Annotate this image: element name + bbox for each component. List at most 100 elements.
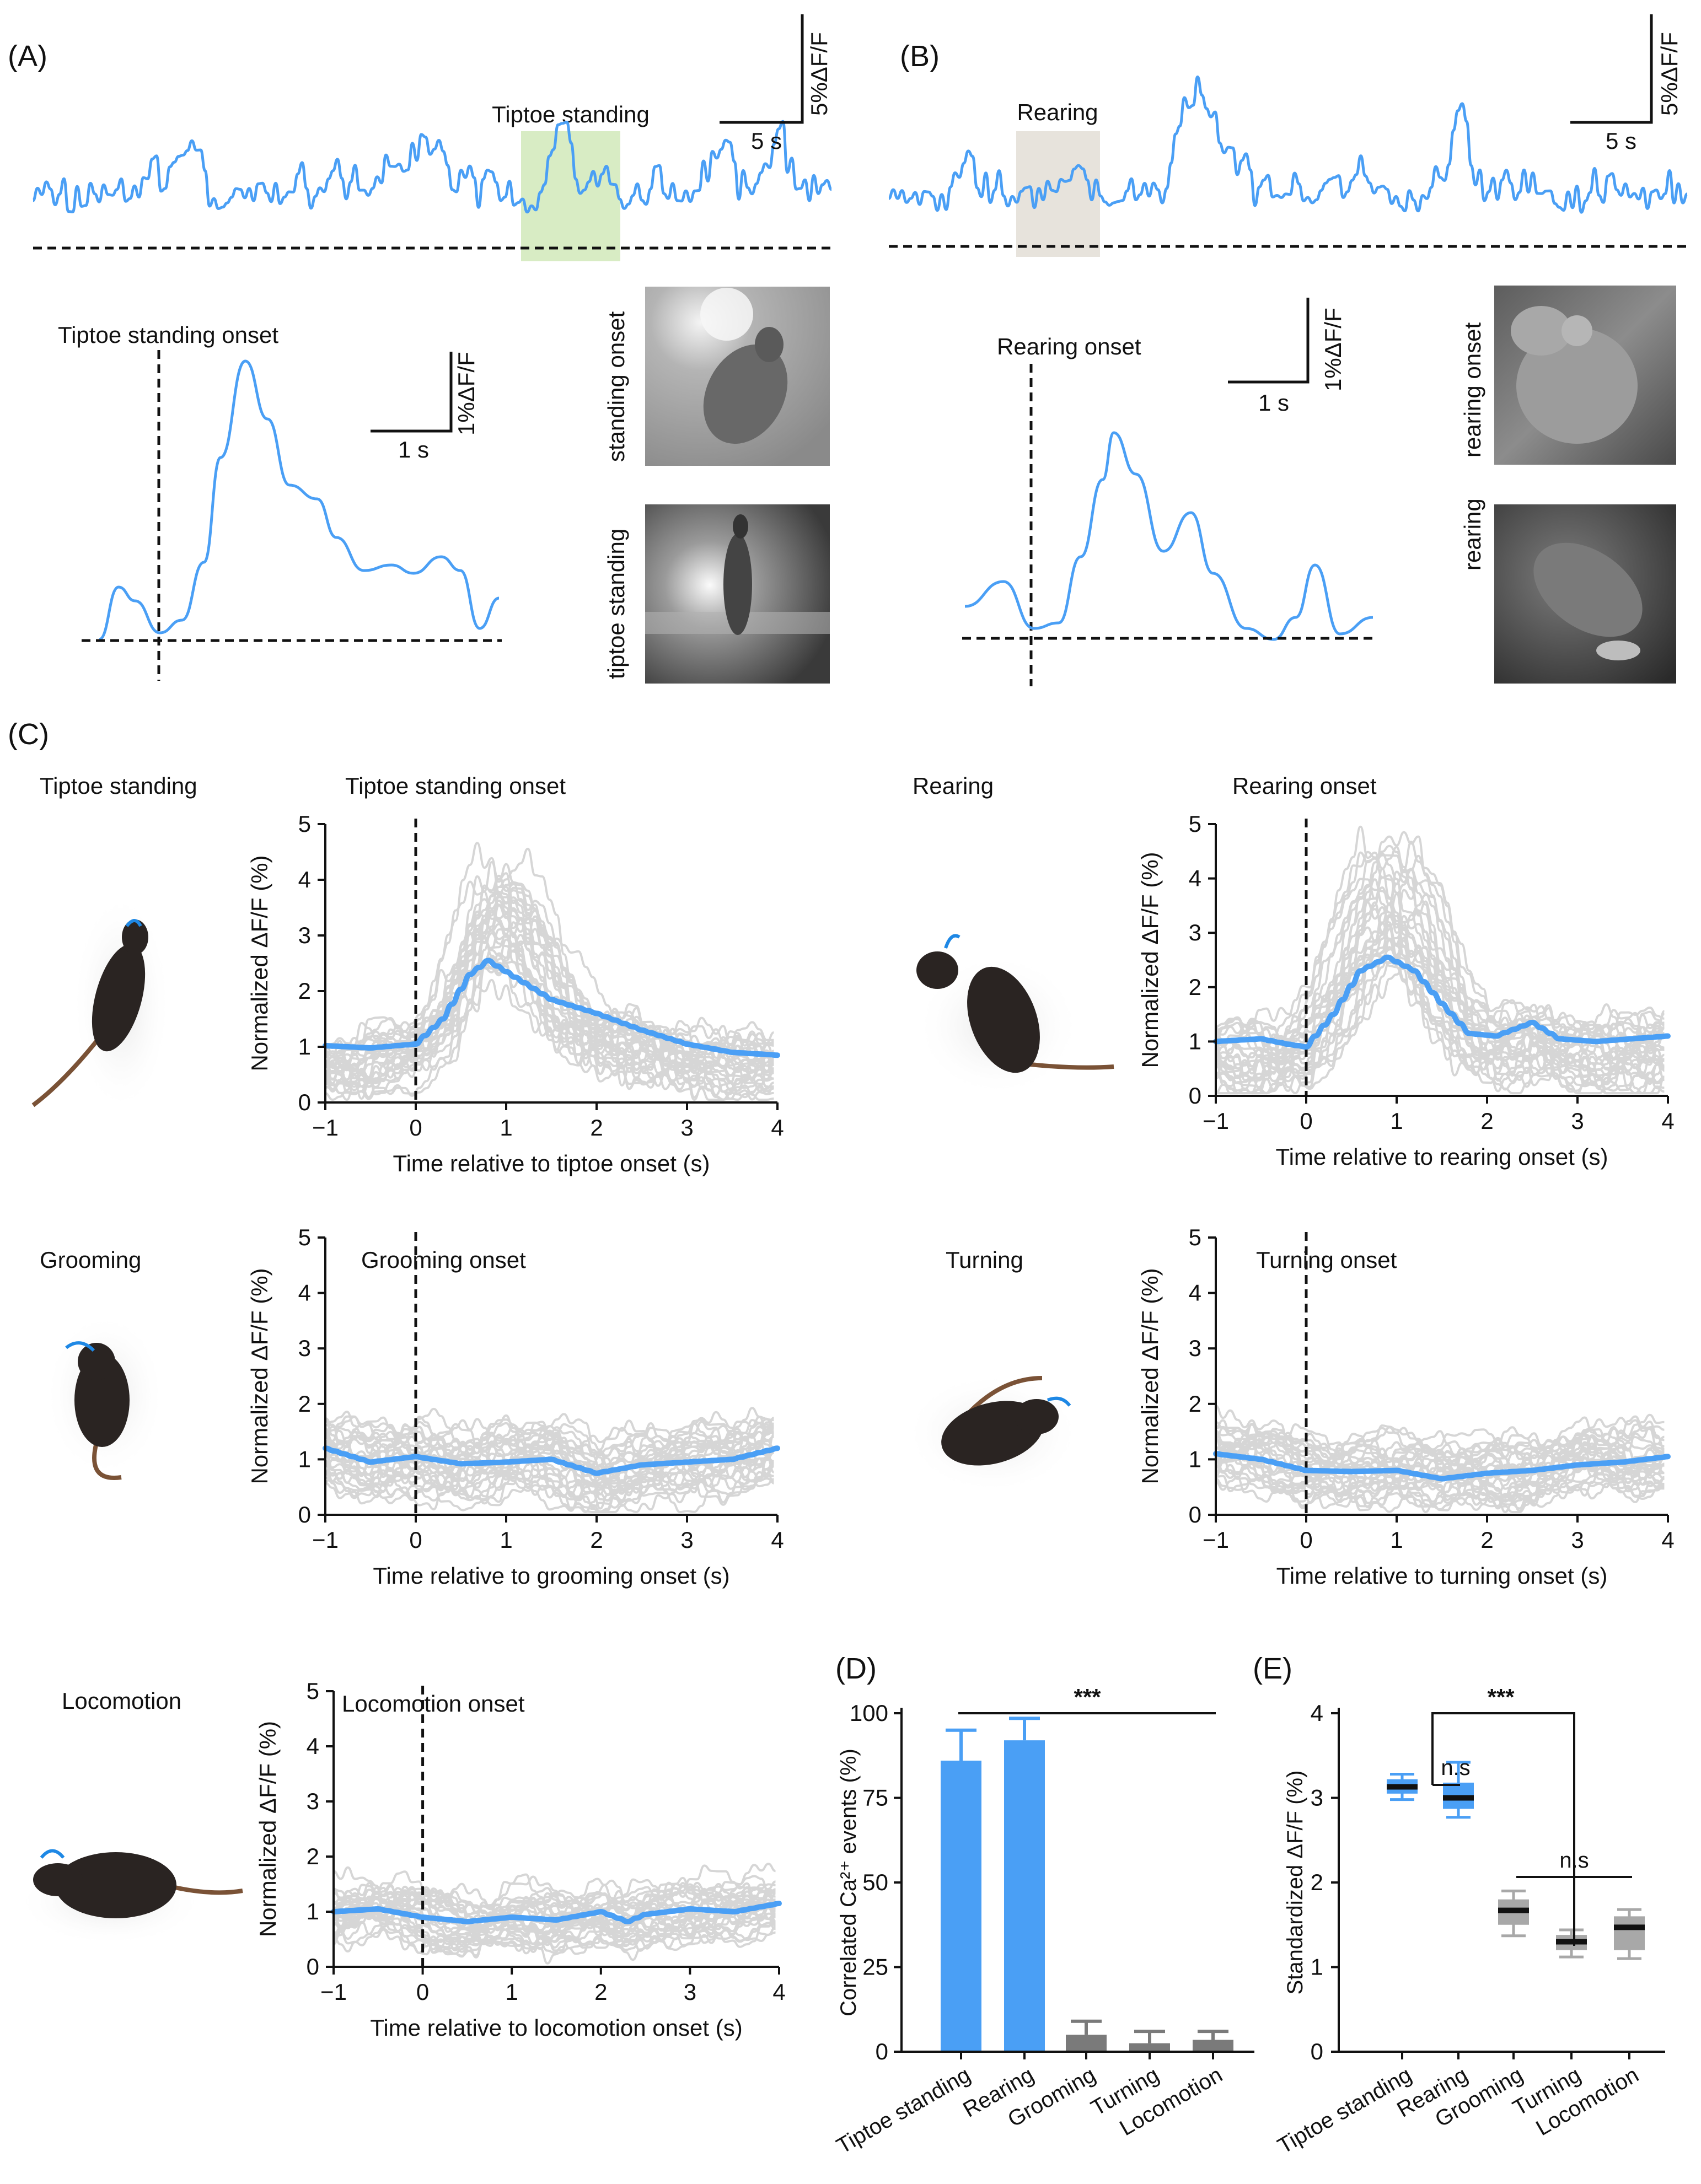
rearing-trial-line xyxy=(1215,851,1666,1079)
tiptoe-trial-line xyxy=(325,907,774,1089)
rearing-x-axis-label: Time relative to rearing onset (s) xyxy=(1276,1144,1608,1170)
grooming-mean-line xyxy=(323,1445,780,1476)
grooming-y-tick-label: 0 xyxy=(298,1502,311,1527)
turning-y-tick-label: 2 xyxy=(1189,1391,1201,1417)
tiptoe-standing-photo xyxy=(645,504,830,684)
panel-e-label: (E) xyxy=(1253,1652,1292,1685)
d-y-tick-label: 75 xyxy=(862,1785,888,1811)
d-y-axis-label: Correlated Ca²⁺ events (%) xyxy=(836,1749,861,2016)
turning-y-tick-label: 4 xyxy=(1189,1280,1201,1306)
rearing-y-tick-label: 0 xyxy=(1189,1083,1201,1109)
turning-trial-line xyxy=(1215,1415,1665,1502)
locomotion-y-tick-label: 3 xyxy=(307,1788,319,1814)
turning-trial-line xyxy=(1215,1437,1665,1514)
tiptoe-y-tick-label: 1 xyxy=(298,1034,311,1059)
rearing-photo xyxy=(1494,504,1676,684)
grooming-y-tick-label: 4 xyxy=(298,1280,311,1306)
rearing-trial-line xyxy=(1215,884,1665,1077)
turning-trial-line xyxy=(1215,1439,1665,1504)
rearing-x-tick-label: −1 xyxy=(1203,1108,1229,1134)
panel-b-onset-scale-bar xyxy=(1228,298,1310,384)
locomotion-y-tick-label: 4 xyxy=(307,1733,319,1759)
tiptoe-trial-line xyxy=(325,892,775,1093)
turning-trial-line xyxy=(1215,1405,1665,1499)
turning-trial-line xyxy=(1215,1444,1665,1511)
e-x-tick-label: Tiptoe standing xyxy=(1274,2063,1416,2159)
rearing-trial-line xyxy=(1215,946,1666,1095)
grooming-x-tick-label: 1 xyxy=(500,1527,512,1553)
locomotion-y-axis-label: Normalized ΔF/F (%) xyxy=(255,1721,281,1937)
rearing-y-tick-label: 1 xyxy=(1189,1028,1201,1054)
standing-onset-photo-label: standing onset xyxy=(603,311,629,462)
panel-a-calcium-trace xyxy=(32,120,833,214)
panel-b-onset-trace xyxy=(964,431,1373,641)
rearing-y-tick-label: 5 xyxy=(1189,811,1201,837)
rearing-mean-line xyxy=(1213,954,1671,1050)
rearing-x-tick-label: 0 xyxy=(1300,1108,1312,1134)
tiptoe-behavior-label: Tiptoe standing xyxy=(40,773,197,799)
grooming-x-axis-label: Time relative to grooming onset (s) xyxy=(373,1563,729,1589)
d-y-tick-label: 0 xyxy=(876,2038,888,2064)
turning-mean-line xyxy=(1213,1451,1671,1482)
locomotion-x-tick-label: 1 xyxy=(506,1979,518,2005)
locomotion-trial-line xyxy=(333,1894,776,1959)
grooming-y-tick-label: 5 xyxy=(298,1224,311,1250)
panel-a-scale-y-label: 5%ΔF/F xyxy=(806,32,832,116)
e-y-axis-label: Standardized ΔF/F (%) xyxy=(1283,1771,1307,1995)
panel-b-scale-y-label: 5%ΔF/F xyxy=(1656,32,1682,116)
turning-x-tick-label: 2 xyxy=(1480,1527,1493,1553)
e-box xyxy=(1614,1916,1645,1950)
grooming-trial-line xyxy=(325,1427,775,1509)
tiptoe-x-axis-label: Time relative to tiptoe onset (s) xyxy=(393,1150,710,1176)
tiptoe-x-tick-label: 3 xyxy=(680,1115,693,1141)
turning-y-tick-label: 3 xyxy=(1189,1335,1201,1361)
e-y-tick-label: 3 xyxy=(1311,1785,1323,1811)
grooming-trial-line xyxy=(325,1423,775,1514)
e-y-tick-label: 2 xyxy=(1311,1869,1323,1895)
grooming-x-tick-label: 0 xyxy=(409,1527,422,1553)
rearing-x-tick-label: 2 xyxy=(1480,1108,1493,1134)
rearing-y-axis-label: Normalized ΔF/F (%) xyxy=(1137,852,1163,1068)
panel-a-onset-title: Tiptoe standing onset xyxy=(58,322,278,348)
locomotion-trial-line xyxy=(333,1863,776,1937)
grooming-trial-line xyxy=(325,1417,774,1491)
panel-b-calcium-trace xyxy=(888,75,1688,214)
d-y-tick-label: 50 xyxy=(862,1869,888,1895)
turning-onset-label: Turning onset xyxy=(1256,1247,1397,1273)
rearing-highlight-label: Rearing xyxy=(1017,99,1098,125)
d-bar xyxy=(1129,2043,1170,2052)
tiptoe-x-tick-label: 4 xyxy=(771,1115,784,1141)
locomotion-trial-line xyxy=(333,1886,776,1948)
tiptoe-trial-line xyxy=(325,842,775,1074)
locomotion-x-tick-label: 2 xyxy=(594,1979,607,2005)
grooming-y-tick-label: 2 xyxy=(298,1391,311,1417)
turning-y-axis-label: Normalized ΔF/F (%) xyxy=(1137,1268,1163,1484)
tiptoe-mouse-illustration xyxy=(31,893,171,1113)
d-x-tick-label: Tiptoe standing xyxy=(833,2063,975,2159)
panel-d-label: (D) xyxy=(835,1652,877,1685)
panel-a-onset-scale-x-label: 1 s xyxy=(398,437,429,462)
rearing-y-tick-label: 3 xyxy=(1189,919,1201,945)
rearing-trial-line xyxy=(1215,955,1665,1095)
turning-y-tick-label: 5 xyxy=(1189,1224,1201,1250)
rearing-onset-photo xyxy=(1494,286,1676,465)
e-y-tick-label: 4 xyxy=(1311,1700,1323,1726)
locomotion-y-tick-label: 0 xyxy=(307,1954,319,1979)
rearing-trial-line xyxy=(1215,878,1665,1083)
rearing-behavior-label: Rearing xyxy=(913,773,994,799)
panel-b-scale-bar xyxy=(1570,14,1653,124)
panel-a-onset-trace xyxy=(98,359,500,641)
grooming-trial-line xyxy=(325,1434,774,1494)
turning-y-tick-label: 1 xyxy=(1189,1446,1201,1472)
locomotion-y-tick-label: 1 xyxy=(307,1898,319,1924)
grooming-x-tick-label: 2 xyxy=(590,1527,603,1553)
tiptoe-y-tick-label: 2 xyxy=(298,978,311,1004)
locomotion-mean-line xyxy=(331,1901,782,1925)
tiptoe-x-tick-label: 2 xyxy=(590,1115,603,1141)
locomotion-onset-label: Locomotion onset xyxy=(342,1691,525,1717)
grooming-trial-line xyxy=(325,1435,774,1514)
